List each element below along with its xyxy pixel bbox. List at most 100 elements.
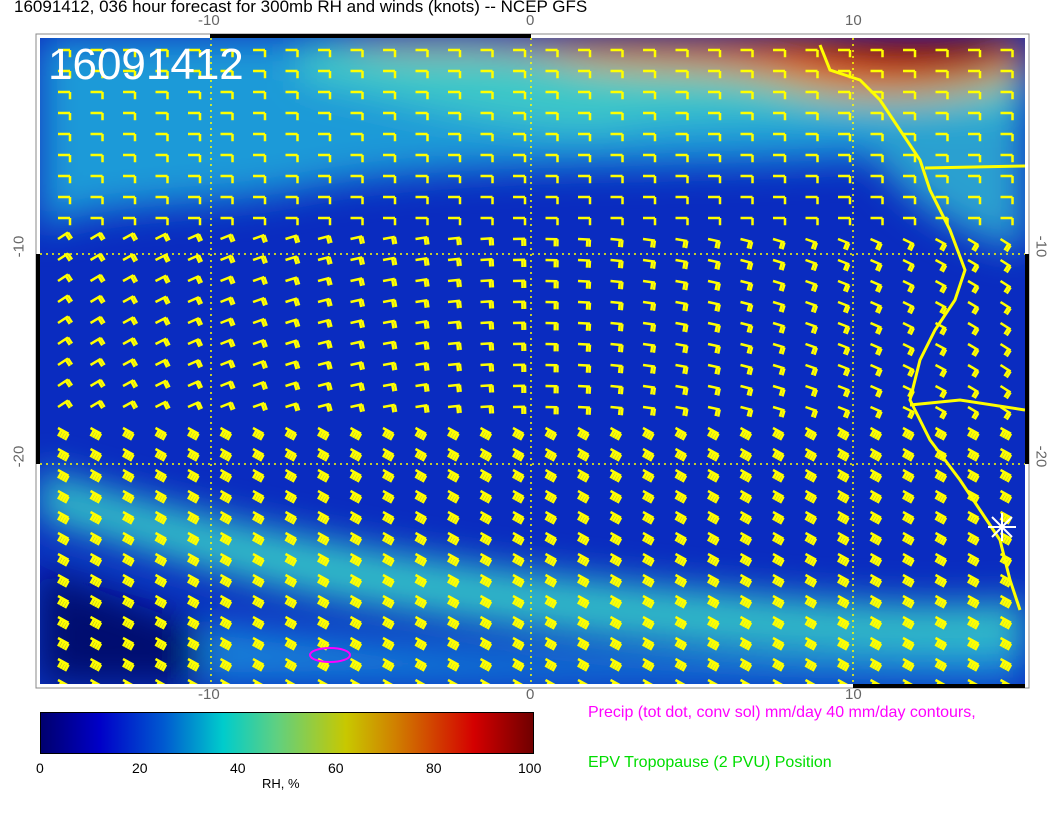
wind-barb <box>674 426 688 441</box>
wind-barb <box>383 132 397 142</box>
wind-barb <box>383 195 397 205</box>
wind-barb <box>187 337 204 348</box>
wind-barb <box>415 90 429 100</box>
wind-barb <box>447 278 462 288</box>
wind-barb <box>220 275 236 285</box>
wind-barb <box>317 360 333 370</box>
wind-barb <box>772 384 786 397</box>
wind-barb <box>869 237 883 251</box>
wind-barb <box>674 489 688 504</box>
wind-barb <box>318 69 332 79</box>
wind-barb <box>837 657 850 672</box>
wind-barb <box>512 426 525 441</box>
wind-barb <box>577 531 590 546</box>
wind-barb <box>643 132 657 142</box>
wind-barb <box>123 153 137 163</box>
wind-barb <box>935 90 949 100</box>
wind-barb <box>545 69 559 79</box>
wind-barb <box>577 615 590 630</box>
wind-barb <box>837 405 851 419</box>
wind-barb <box>577 594 590 609</box>
wind-barb <box>804 531 818 546</box>
wind-barb <box>642 258 657 269</box>
wind-barb <box>350 48 364 58</box>
wind-barb <box>252 426 265 441</box>
wind-barb <box>220 48 234 58</box>
wind-barb <box>285 297 301 307</box>
precip-contour <box>309 647 351 663</box>
wind-barb <box>1000 132 1014 142</box>
wind-barb <box>804 426 818 441</box>
wind-barb <box>383 69 397 79</box>
wind-barb <box>1000 90 1014 100</box>
wind-barb <box>219 615 233 630</box>
wind-barb <box>512 405 527 415</box>
wind-barb <box>349 594 363 609</box>
wind-barb <box>740 132 754 142</box>
wind-barb <box>317 381 333 391</box>
wind-barb <box>804 447 818 462</box>
wind-barb <box>708 153 722 163</box>
wind-barb <box>252 359 268 370</box>
wind-barb <box>902 636 915 651</box>
wind-barb <box>805 153 819 163</box>
wind-barb <box>447 299 462 309</box>
wind-barb <box>350 361 366 371</box>
wind-barb <box>89 426 103 441</box>
wind-barb <box>90 111 104 121</box>
wind-barb <box>967 426 980 441</box>
wind-barb <box>642 405 657 416</box>
wind-barb <box>513 216 527 226</box>
wind-barb <box>89 489 103 504</box>
wind-barb <box>577 321 592 331</box>
wind-barb <box>122 468 135 483</box>
wind-barb <box>740 90 754 100</box>
wind-barb <box>804 489 818 504</box>
wind-barb <box>383 111 397 121</box>
wind-barb <box>317 573 330 588</box>
wind-barb <box>967 468 980 483</box>
wind-barb <box>220 69 234 79</box>
wind-barb <box>57 378 74 388</box>
wind-barb <box>284 426 298 441</box>
wind-barb <box>350 90 364 100</box>
wind-barb <box>642 468 655 483</box>
wind-barb <box>642 363 657 374</box>
wind-barb <box>349 678 361 684</box>
wind-barb <box>415 111 429 121</box>
wind-barb <box>675 342 689 354</box>
wind-barb <box>382 657 395 672</box>
wind-barb <box>122 253 139 263</box>
wind-barb <box>188 174 202 184</box>
wind-barb <box>999 636 1013 651</box>
axis-bar <box>36 254 40 464</box>
wind-barb <box>968 48 982 58</box>
wind-barb <box>934 531 948 546</box>
wind-barb <box>545 405 559 415</box>
wind-barb <box>674 510 688 525</box>
wind-barb <box>869 594 883 609</box>
wind-barb <box>675 237 689 249</box>
wind-barb <box>869 384 883 398</box>
wind-barb <box>154 232 171 242</box>
wind-barb <box>903 48 917 58</box>
wind-barb <box>577 510 590 525</box>
wind-barb <box>999 300 1012 316</box>
wind-barb <box>869 531 883 546</box>
wind-barb <box>123 132 137 142</box>
wind-barb <box>414 447 428 462</box>
wind-barb <box>513 174 527 184</box>
wind-barb <box>545 216 559 226</box>
wind-barb <box>382 319 398 329</box>
wind-barb <box>90 132 104 142</box>
wind-barb <box>869 258 883 272</box>
wind-barb <box>772 258 786 271</box>
wind-barb <box>643 48 657 58</box>
wind-barb <box>220 359 236 369</box>
wind-barb <box>837 678 848 684</box>
wind-barb <box>415 216 429 226</box>
wind-barb <box>837 237 851 251</box>
wind-barb <box>675 153 689 163</box>
wind-barb <box>934 468 948 483</box>
wind-barb <box>414 552 428 567</box>
